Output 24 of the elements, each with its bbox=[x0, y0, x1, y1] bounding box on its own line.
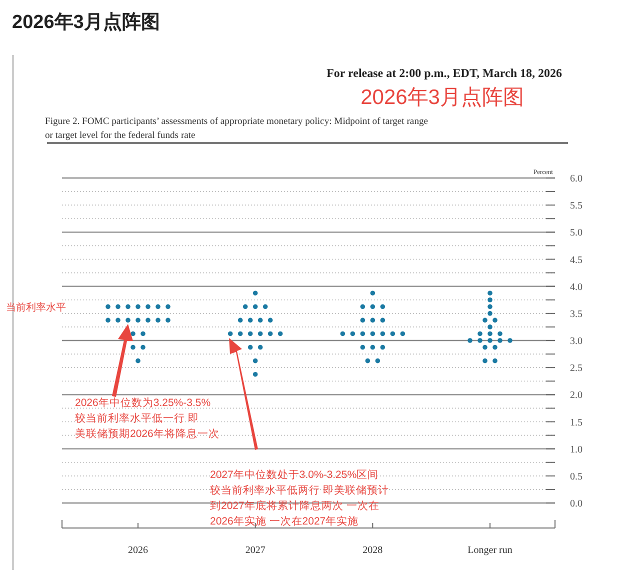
annotation: 2026年中位数为3.25%-3.5%较当前利率水平低一行 即美联储预期2026年将降息一次 bbox=[75, 396, 220, 440]
y-tick-label: 2.0 bbox=[570, 390, 582, 402]
x-tick-label: 2028 bbox=[362, 545, 383, 556]
x-tick-label: Longer run bbox=[468, 545, 512, 556]
text: 2026年3月点阵图 bbox=[360, 86, 524, 109]
caption: Figure 2. FOMC participants’ assessments of appropriate monetary policy: Midpoint of target range or target level for the federal funds rate bbox=[45, 116, 428, 141]
y-tick-label: 1.0 bbox=[570, 444, 582, 456]
y-tick-label: 1.5 bbox=[570, 417, 582, 428]
y-tick-label: 0.5 bbox=[570, 471, 582, 482]
y-tick-label: 4.0 bbox=[570, 282, 582, 293]
y-tick-label: 5.0 bbox=[570, 228, 582, 239]
chart-title: 2026年3月点阵图 bbox=[12, 11, 160, 33]
x-tick-label: 2026 bbox=[128, 545, 148, 556]
annotation: 2027年中位数处于3.0%-3.25%区间较当前利率水平低两行 即美联储预计到2027年底将累计降息两次 一次在2026年实施 一次在2027年实施 bbox=[210, 468, 389, 528]
chart-subtitle: For release at 2:00 p.m., EDT, March 18, 2026 bbox=[326, 66, 562, 80]
y-tick-label: 3.5 bbox=[570, 308, 582, 320]
annotation: 当前利率水平 bbox=[6, 302, 66, 314]
y-tick-label: 4.5 bbox=[570, 254, 582, 266]
y-tick-label: 3.0 bbox=[570, 336, 582, 347]
y-tick-label: 5.5 bbox=[570, 200, 582, 212]
x-tick-label: 2027 bbox=[245, 545, 266, 556]
y-tick-label: 2.5 bbox=[570, 363, 582, 374]
y-tick-label: 0.0 bbox=[570, 498, 582, 510]
y-tick-label: 6.0 bbox=[570, 174, 582, 184]
